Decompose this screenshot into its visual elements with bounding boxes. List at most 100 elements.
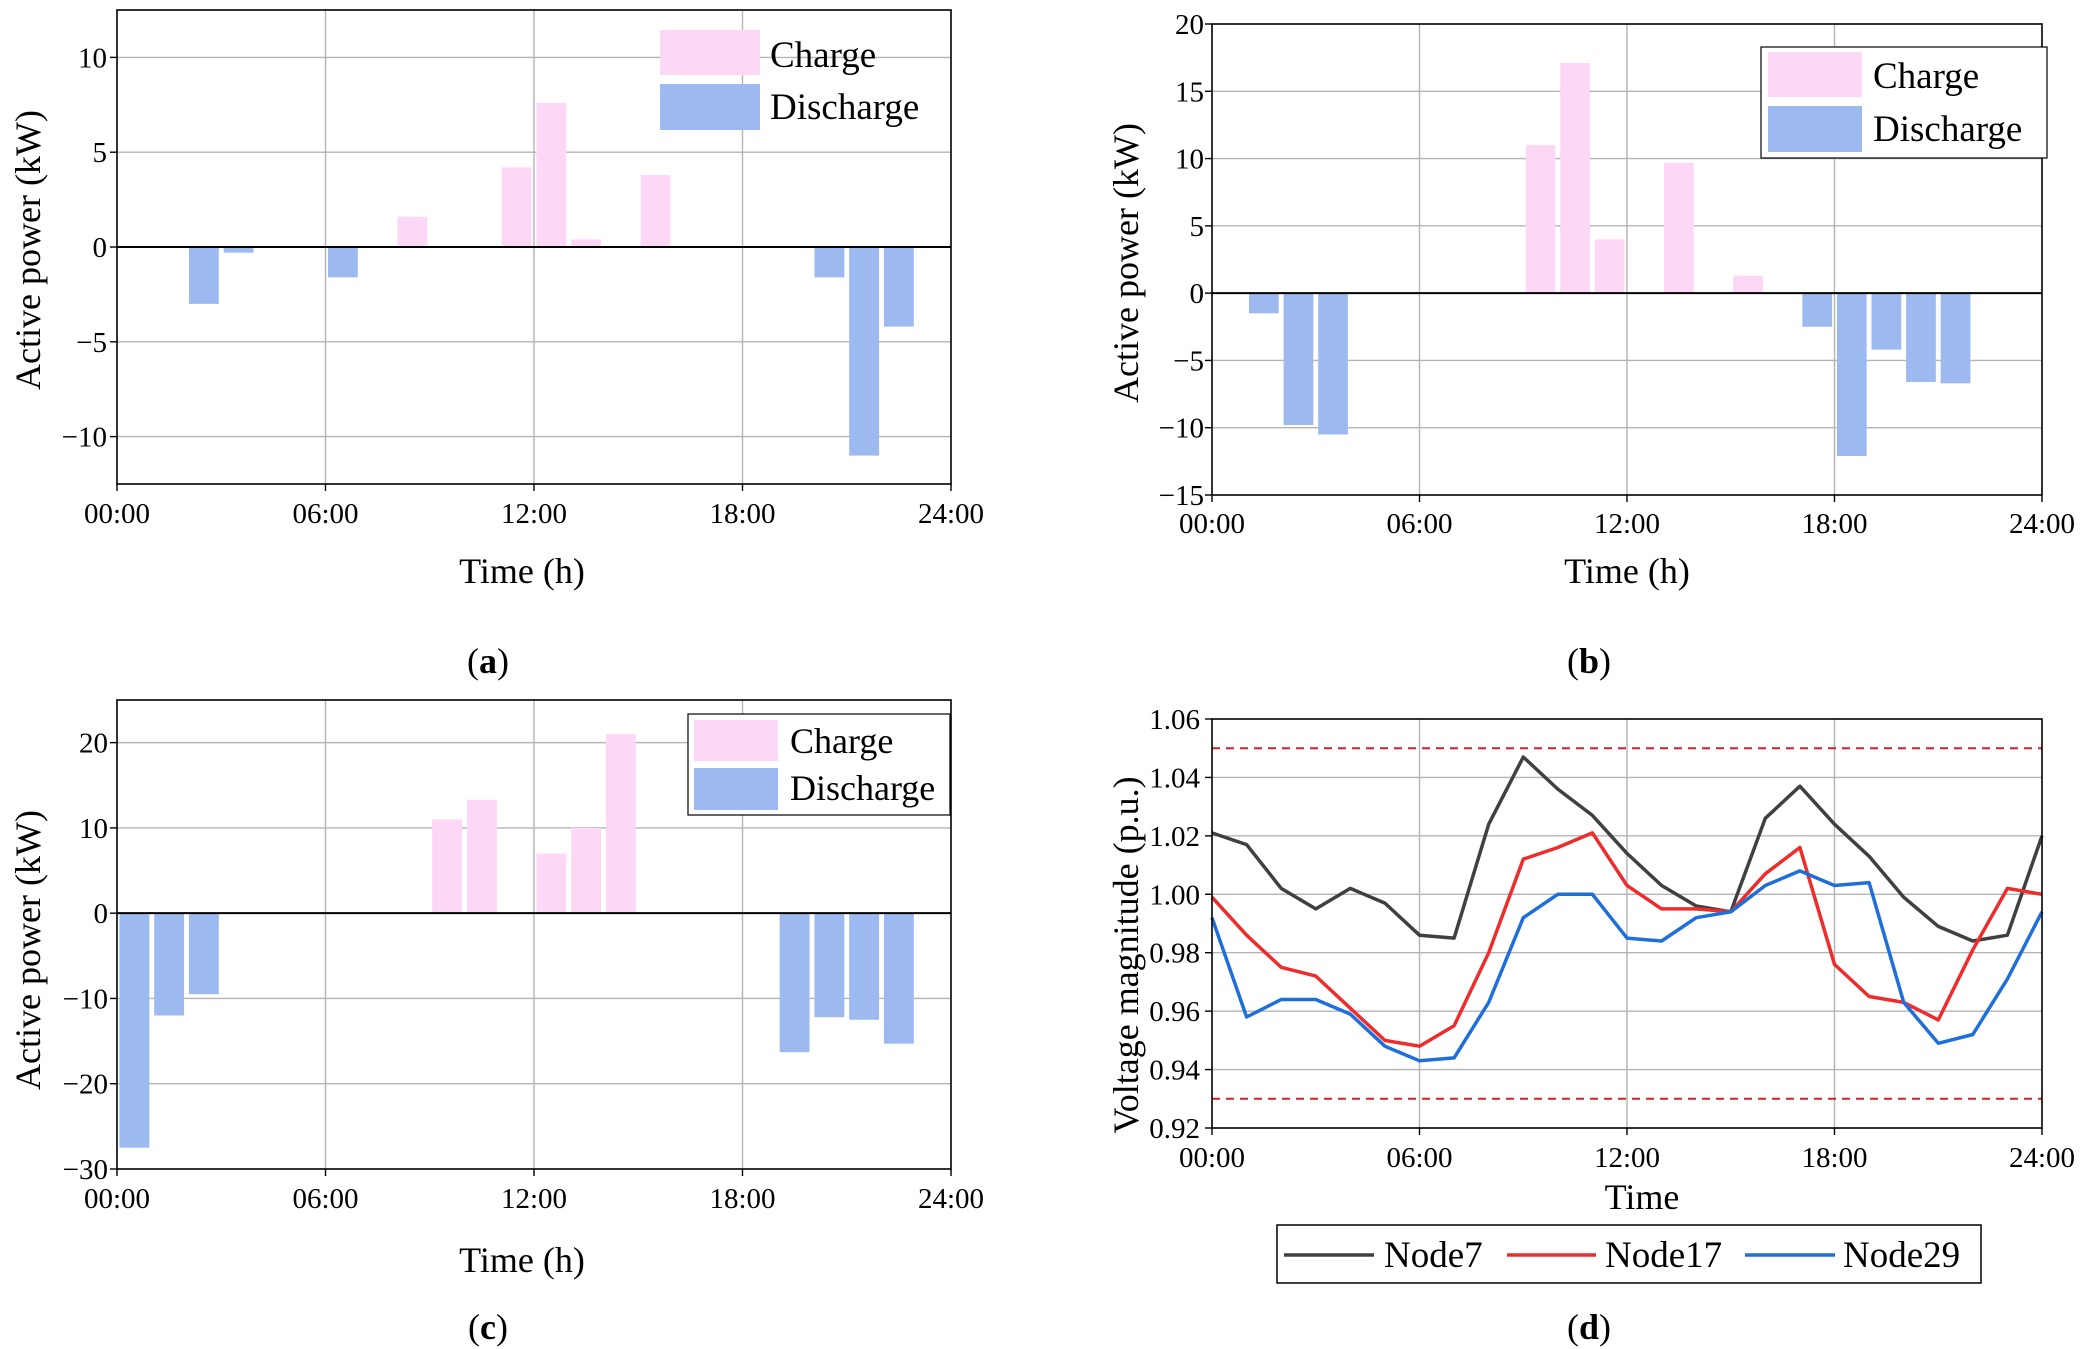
panel-b-discharge-bar — [1836, 293, 1867, 456]
panel-d-y-tick-label: 1.00 — [1149, 879, 1200, 911]
panel-c-charge-bar — [605, 734, 636, 914]
panel-d-x-axis-title: Time — [1605, 1177, 1680, 1217]
panel-d-x-tick-label: 00:00 — [1179, 1142, 1245, 1174]
panel-d-x-tick-label: 06:00 — [1386, 1142, 1452, 1174]
panel-a-discharge-bar — [223, 247, 254, 253]
panel-d-y-axis-title: Voltage magnitude (p.u.) — [1106, 776, 1146, 1133]
panel-a-y-tick-label: −10 — [62, 422, 107, 454]
panel-a-discharge-bar — [883, 247, 914, 327]
panel-b-legend-charge-swatch — [1768, 52, 1862, 97]
panel-a-plot-area: 10 5 0 −5 −10 00:00 06:00 12:00 18:00 24:00 — [62, 9, 984, 530]
panel-c-legend-charge-label: Charge — [790, 721, 893, 761]
panel-b-y-tick-label: −5 — [1173, 345, 1204, 377]
panel-c-charge-bar — [432, 819, 463, 914]
panel-b-discharge-bar — [1318, 293, 1348, 435]
panel-a-discharge-bar — [327, 247, 358, 278]
panel-d-y-tick-label: 0.98 — [1149, 938, 1200, 970]
panel-c-legend-discharge-label: Discharge — [790, 768, 935, 808]
panel-b-y-tick-label: 10 — [1175, 144, 1204, 176]
panel-c-charge-bar — [536, 853, 567, 914]
panel-a-x-tick-label: 12:00 — [501, 498, 567, 530]
panel-c-x-tick-label: 12:00 — [501, 1183, 567, 1215]
panel-d-plot-frame — [1211, 718, 2043, 1129]
panel-c-y-tick-label: 10 — [79, 813, 108, 845]
panel-c-plot-frame — [116, 699, 952, 1170]
panel-c-discharge-bar — [849, 913, 880, 1020]
panel-b-discharge-bar — [1871, 293, 1902, 350]
panel-c-x-tick-label: 24:00 — [918, 1183, 984, 1215]
panel-b-x-tick-label: 12:00 — [1594, 508, 1660, 540]
panel-b-y-tick-label: 0 — [1190, 278, 1205, 310]
panel-a-charge-bar — [501, 167, 532, 247]
panel-a-y-tick-label: 10 — [78, 42, 107, 74]
panel-d-legend-node17-label: Node17 — [1605, 1235, 1722, 1276]
panel-b-y-tick-label: 20 — [1175, 9, 1204, 41]
panel-c-discharge-bar — [188, 913, 219, 995]
panel-c-y-tick-label: 20 — [79, 728, 108, 760]
panel-b-y-tick-label: −15 — [1159, 480, 1204, 512]
panel-a-charge-bar — [640, 174, 671, 247]
panel-c-x-tick-label: 00:00 — [84, 1183, 150, 1215]
panel-c-x-tick-label: 06:00 — [292, 1183, 358, 1215]
panel-b-charge-bar — [1594, 239, 1625, 294]
panel-c-y-tick-label: −10 — [63, 983, 108, 1015]
panel-b-charge-bar — [1733, 275, 1763, 294]
panel-b-y-axis-title: Active power (kW) — [1106, 123, 1146, 403]
panel-d-y-tick-label: 1.04 — [1149, 762, 1200, 794]
panel-d-y-tick-label: 1.02 — [1149, 821, 1200, 853]
panel-a-discharge-bar — [814, 247, 845, 278]
panel-b-discharge-bar — [1249, 293, 1279, 314]
panel-a-legend-charge-swatch — [660, 30, 760, 75]
panel-b-discharge-bar — [1940, 293, 1971, 384]
panel-a-charge-bar — [397, 216, 428, 247]
panel-b-y-tick-label: −10 — [1159, 413, 1204, 445]
panel-b-charge-bar — [1525, 145, 1556, 294]
panel-b-x-tick-label: 06:00 — [1386, 508, 1452, 540]
panel-c-legend-discharge-swatch — [694, 768, 778, 810]
panel-b-caption: (b) — [1567, 641, 1611, 681]
panel-a-y-axis-title: Active power (kW) — [8, 110, 48, 390]
panel-c-charge-bar — [571, 827, 602, 914]
panel-d-series-node29-line — [1210, 869, 2044, 1063]
panel-c-caption: (c) — [468, 1307, 508, 1347]
panel-a-charge-bar — [536, 102, 567, 248]
panel-a-x-axis-title: Time (h) — [459, 551, 585, 591]
panel-a-legend-charge-label: Charge — [770, 35, 876, 76]
panel-c-x-axis-title: Time (h) — [459, 1240, 585, 1280]
panel-d-legend-node29-label: Node29 — [1843, 1235, 1960, 1276]
panel-a-y-tick-label: −5 — [76, 327, 107, 359]
panel-b-discharge-bar — [1802, 293, 1833, 327]
panel-d-x-tick-label: 18:00 — [1801, 1142, 1867, 1174]
panel-a-x-tick-label: 00:00 — [84, 498, 150, 530]
panel-c-discharge-bar — [814, 913, 845, 1018]
panel-b-x-tick-label: 24:00 — [2009, 508, 2075, 540]
panel-d-y-tick-label: 0.92 — [1149, 1113, 1200, 1145]
panel-c-legend-charge-swatch — [694, 720, 778, 761]
panel-c-charge-bar — [466, 799, 497, 914]
panel-d-y-tick-label: 0.94 — [1149, 1055, 1200, 1087]
panel-d-y-tick-label: 1.06 — [1149, 704, 1200, 736]
panel-b-y-tick-label: 15 — [1175, 76, 1204, 108]
panel-a-charge-bar — [571, 239, 602, 247]
panel-a-plot-frame — [116, 9, 952, 485]
panel-b-discharge-bar — [1283, 293, 1314, 426]
panel-b-plot-frame — [1211, 23, 2043, 496]
panel-c-x-tick-label: 18:00 — [709, 1183, 775, 1215]
panel-c-y-tick-label: −30 — [63, 1154, 108, 1186]
panel-a-legend-discharge-label: Discharge — [770, 87, 919, 128]
panel-a-discharge-bar — [188, 247, 219, 304]
panel-a-caption: (a) — [467, 641, 509, 681]
panel-b-x-tick-label: 00:00 — [1179, 508, 1245, 540]
panel-d-legend-box — [1276, 1224, 1982, 1284]
panel-b-legend-charge-label: Charge — [1873, 56, 1979, 97]
panel-b-legend-discharge-label: Discharge — [1873, 109, 2022, 150]
panel-b-legend-discharge-swatch — [1768, 106, 1862, 152]
panel-b-x-tick-label: 18:00 — [1801, 508, 1867, 540]
panel-a-x-tick-label: 06:00 — [292, 498, 358, 530]
